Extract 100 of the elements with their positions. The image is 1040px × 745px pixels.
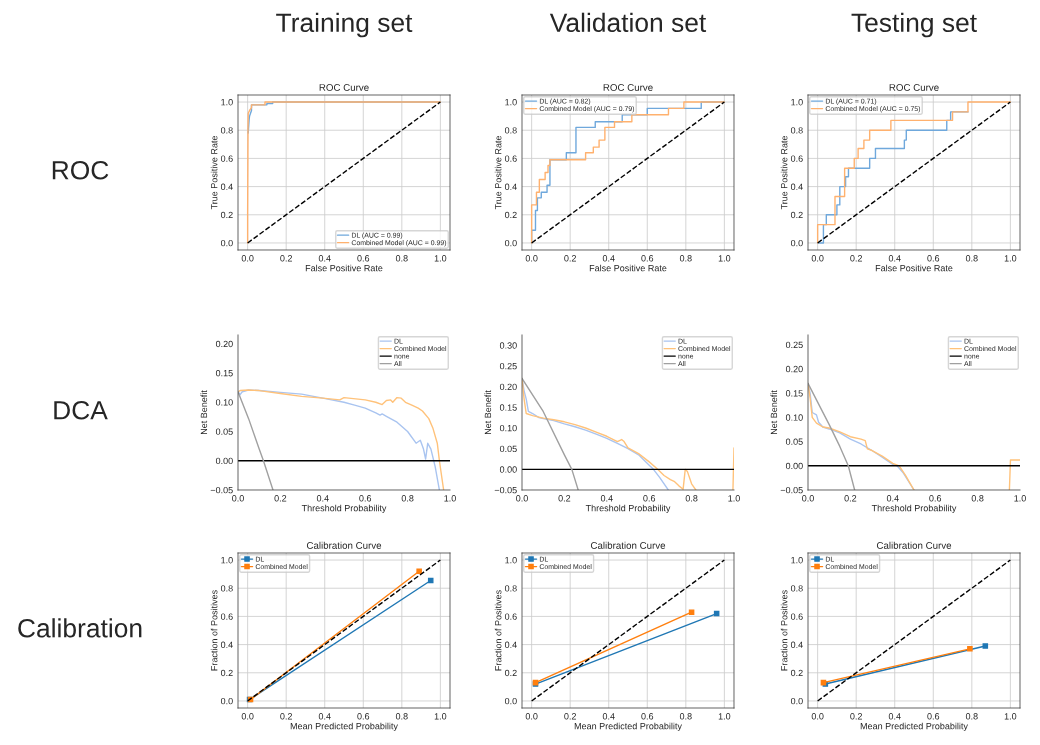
x-tick-label: 1.0 (434, 713, 447, 720)
y-axis-title: Fraction of Positives (780, 590, 788, 671)
y-tick-label: 0.05 (785, 438, 803, 445)
y-tick-label: −0.05 (494, 486, 517, 494)
x-axis-title: Threshold Probability (301, 504, 387, 514)
y-tick-label: 0.15 (499, 404, 517, 411)
chart-title: ROC Curve (319, 84, 369, 91)
y-tick-label: 1.0 (221, 557, 233, 564)
x-axis-title: Mean Predicted Probability (290, 722, 398, 732)
x-tick-label: 1.0 (434, 255, 447, 262)
y-tick-label: 0.4 (220, 641, 233, 648)
y-tick-label: 0.4 (220, 183, 233, 190)
y-tick-label: 0.0 (504, 697, 517, 705)
y-tick-label: 0.6 (790, 613, 803, 620)
y-tick-label: 0.4 (790, 183, 803, 190)
chart-title: ROC Curve (603, 84, 653, 91)
x-tick-label: 0.4 (602, 255, 615, 262)
text: Testing set (851, 12, 977, 38)
y-tick-label: 0.15 (785, 390, 803, 397)
y-tick-label: 1.0 (505, 557, 517, 564)
x-tick-label: 0.2 (280, 255, 292, 262)
y-tick-label: 0.00 (785, 462, 803, 470)
chart-title: Calibration Curve (306, 541, 382, 549)
y-axis-title: True Positive Rate (494, 135, 502, 210)
y-tick-label: 0.2 (504, 669, 517, 677)
y-tick-label: 0.20 (215, 340, 233, 348)
text: Training set (276, 12, 413, 38)
x-tick-label: 0.4 (888, 713, 901, 720)
x-tick-label: 0.0 (811, 713, 824, 720)
y-tick-label: 0.2 (504, 211, 517, 219)
x-tick-label: 0.0 (525, 713, 538, 720)
y-tick-label: 0.0 (790, 697, 803, 705)
y-tick-label: −0.05 (780, 486, 803, 494)
y-tick-label: 0.4 (504, 641, 517, 648)
x-tick-label: 0.6 (927, 255, 940, 262)
x-axis-title: Threshold Probability (871, 504, 957, 514)
x-tick-label: 1.0 (1004, 255, 1017, 262)
y-tick-label: 0.2 (220, 211, 233, 219)
x-tick-label: 0.4 (318, 713, 331, 720)
y-tick-label: 0.4 (504, 183, 517, 190)
y-tick-label: 0.25 (499, 362, 517, 370)
x-tick-label: 0.8 (965, 713, 978, 720)
x-tick-label: 0.0 (241, 255, 254, 262)
y-axis-title: Net Benefit (200, 390, 208, 435)
y-tick-label: 0.6 (220, 155, 233, 162)
y-tick-label: 0.20 (499, 383, 517, 391)
x-tick-label: 0.6 (641, 713, 654, 720)
text: DCA (54, 400, 108, 420)
x-tick-label: 0.2 (564, 713, 576, 720)
y-tick-label: 0.2 (790, 211, 803, 219)
x-axis-title: False Positive Rate (589, 264, 667, 272)
y-tick-label: 0.8 (220, 127, 233, 134)
x-tick-label: 1.0 (718, 713, 731, 720)
y-tick-label: 0.25 (785, 341, 803, 349)
x-tick-label: 0.6 (641, 255, 654, 262)
y-tick-label: 0.10 (215, 399, 233, 406)
x-tick-label: 0.4 (600, 495, 613, 502)
chart-title: ROC Curve (889, 84, 939, 91)
x-tick-label: 0.2 (558, 495, 571, 502)
x-tick-label: 1.0 (444, 495, 456, 502)
y-tick-label: 0.8 (504, 127, 517, 134)
x-tick-label: 0.0 (232, 495, 244, 502)
x-tick-label: 0.2 (274, 495, 287, 502)
y-axis-title: Fraction of Positives (494, 590, 502, 671)
y-tick-label: 0.2 (790, 669, 803, 677)
y-tick-label: 0.00 (215, 457, 233, 465)
text: Validation set (549, 12, 707, 33)
y-tick-label: 0.10 (785, 414, 803, 421)
y-axis-title: Fraction of Positives (210, 590, 218, 671)
x-tick-label: 1.0 (1004, 713, 1017, 720)
y-tick-label: 1.0 (505, 99, 517, 106)
y-axis-title: Net Benefit (484, 390, 492, 435)
x-tick-label: 0.8 (965, 255, 978, 262)
y-tick-label: 0.2 (220, 669, 233, 677)
y-tick-label: 1.0 (791, 557, 803, 564)
chart-title: Calibration Curve (876, 541, 952, 549)
x-tick-label: 0.6 (927, 713, 940, 720)
y-tick-label: 0.0 (220, 239, 233, 247)
x-tick-label: 0.6 (359, 495, 372, 502)
x-tick-label: 0.2 (850, 713, 862, 720)
y-tick-label: 0.8 (790, 127, 803, 134)
x-tick-label: 0.2 (850, 255, 862, 262)
x-tick-label: 0.4 (886, 495, 899, 502)
x-axis-title: Threshold Probability (585, 504, 671, 514)
y-tick-label: 0.0 (790, 239, 803, 247)
x-axis-title: Mean Predicted Probability (860, 722, 968, 732)
x-tick-label: 1.0 (728, 495, 740, 502)
y-tick-label: 0.00 (499, 466, 517, 473)
x-tick-label: 1.0 (1014, 495, 1026, 502)
x-tick-label: 0.2 (280, 713, 292, 720)
x-tick-label: 0.4 (602, 713, 615, 720)
y-tick-label: 0.0 (220, 697, 233, 705)
x-tick-label: 0.6 (357, 255, 370, 262)
y-tick-label: 0.4 (790, 641, 803, 648)
y-tick-label: 0.8 (790, 585, 803, 592)
x-tick-label: 0.2 (844, 495, 857, 502)
x-tick-label: 0.8 (679, 255, 692, 262)
x-tick-label: 0.2 (564, 255, 576, 262)
y-axis-title: True Positive Rate (780, 135, 788, 210)
x-tick-label: 0.0 (525, 255, 538, 262)
